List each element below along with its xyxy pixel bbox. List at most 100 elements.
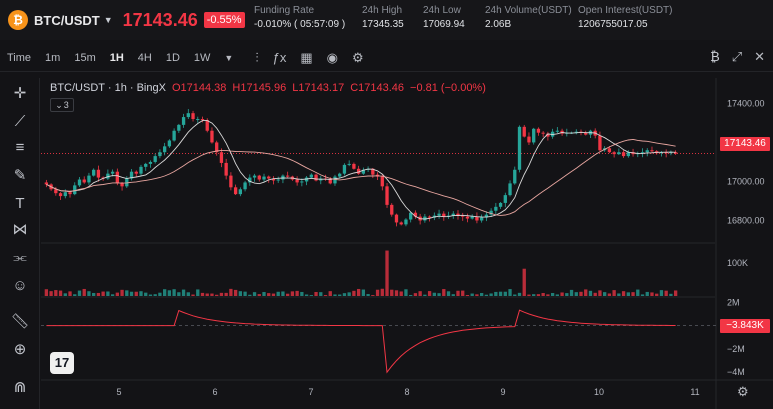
candle-body (527, 136, 531, 143)
volume-bar (569, 289, 574, 296)
forecast-icon[interactable]: ⫘ (13, 249, 27, 266)
trendline-icon[interactable]: ⟋ (14, 113, 26, 130)
interval-15m[interactable]: 15m (74, 51, 96, 64)
layout-icon[interactable]: ▦ (300, 49, 313, 65)
volume-bar (409, 294, 413, 296)
volume-bar (243, 291, 247, 296)
brush-icon[interactable]: ✎ (13, 167, 27, 184)
moving-average-lines (46, 120, 676, 220)
candle-body (267, 176, 271, 179)
volume-bar (177, 292, 181, 296)
volume-bar (304, 294, 309, 296)
date-tick-label: 9 (500, 387, 505, 397)
interval-1d[interactable]: 1D (165, 51, 180, 64)
candle-body (503, 195, 507, 203)
volume-bar (621, 291, 626, 296)
candle-body (333, 176, 337, 184)
candle-body (44, 182, 49, 185)
volume-bar (342, 293, 347, 296)
volume-bar (276, 291, 280, 296)
volume-bar (532, 294, 536, 296)
stat-24h-high: 24h High 17345.35 (362, 5, 404, 30)
close-icon[interactable]: ✕ (754, 49, 765, 64)
date-tick-label: 10 (594, 387, 604, 397)
ruler-icon[interactable]: 📏︎ (10, 313, 30, 330)
pattern-icon[interactable]: ⋈ (12, 221, 28, 238)
volume-bar (560, 292, 564, 296)
emoji-icon[interactable]: ☺ (12, 277, 28, 294)
candle-body (271, 178, 276, 181)
interval-1h[interactable]: 1H (109, 51, 124, 64)
zoom-in-icon[interactable]: ⊕ (13, 341, 27, 358)
chevron-down-icon[interactable]: ▼ (103, 15, 113, 25)
magnet-icon[interactable]: ⋒ (13, 379, 27, 396)
volume-bar (68, 291, 72, 296)
volume-bar (536, 294, 541, 296)
interval-1w[interactable]: 1W (193, 51, 211, 64)
volume-bar (144, 292, 148, 296)
volume-bar (92, 292, 96, 296)
candle-body (248, 177, 252, 183)
interval-1m[interactable]: 1m (45, 51, 61, 64)
volume-bar (607, 293, 612, 296)
candle-body (489, 210, 493, 215)
volume-bar (451, 294, 455, 296)
candle-body (574, 131, 578, 133)
candle-body (617, 152, 621, 155)
candle-body (309, 174, 313, 178)
stat-24h-low: 24h Low 17069.94 (423, 5, 465, 30)
candle-body (125, 178, 129, 187)
settings-icon[interactable]: ⚙ (351, 49, 364, 65)
volume-bar (517, 292, 522, 296)
pair-selector[interactable]: BTC/USDT (34, 12, 100, 28)
candle-body (612, 152, 616, 155)
volume-bar (101, 291, 105, 296)
volume-bar (295, 290, 299, 296)
horizontal-lines-icon[interactable]: ≡ (15, 139, 25, 156)
indicators-toggle-button[interactable]: ⌄ 3 (50, 98, 74, 112)
volume-bar (513, 294, 517, 296)
candle-body (584, 132, 588, 135)
chevron-down-icon[interactable]: ▼ (224, 52, 234, 63)
chart-grid (41, 78, 773, 409)
indicator-line (46, 309, 676, 374)
candle-body (517, 126, 522, 170)
interval-4h[interactable]: 4H (137, 51, 152, 64)
volume-bar (167, 290, 172, 296)
volume-bar (77, 290, 82, 296)
volume-bar (423, 294, 427, 296)
candle-body (498, 202, 503, 207)
volume-bar (196, 289, 200, 296)
volume-bar (550, 293, 555, 296)
volume-bar (636, 289, 640, 296)
crosshair-icon[interactable]: ✛ (13, 85, 27, 102)
bitcoin-icon[interactable]: ₿ (710, 49, 720, 64)
candle-body (224, 162, 228, 176)
candles-icon[interactable]: ⫶ (255, 49, 259, 65)
ticker-header: ₿ BTC/USDT ▼ 17143.46 -0.55% Funding Rat… (0, 0, 773, 40)
volume-bar (645, 291, 649, 296)
volume-bar (158, 292, 162, 296)
volume-bar (267, 293, 271, 296)
candle-body (96, 169, 101, 178)
volume-bar (479, 293, 484, 296)
candle-body (134, 171, 138, 174)
volume-bar (129, 291, 134, 296)
volume-bar (73, 294, 77, 296)
fullscreen-icon[interactable]: ⤢ (731, 49, 743, 64)
candle-body (238, 189, 243, 195)
camera-icon[interactable]: ◉ (326, 49, 338, 65)
indicators-icon[interactable]: ƒx (272, 50, 287, 65)
text-icon[interactable]: T (15, 195, 25, 212)
candle-body (181, 117, 186, 125)
date-tick-label: 5 (116, 387, 121, 397)
gear-icon[interactable]: ⚙ (737, 384, 749, 399)
legend-symbol: BTC/USDT · 1h · BingX (50, 82, 166, 94)
volume-bar (361, 289, 366, 296)
candle-body (494, 206, 498, 211)
volume-bar (233, 289, 238, 296)
volume-bar (300, 291, 304, 296)
candle-body (423, 216, 427, 221)
tradingview-logo-icon[interactable]: 17 (50, 352, 74, 374)
